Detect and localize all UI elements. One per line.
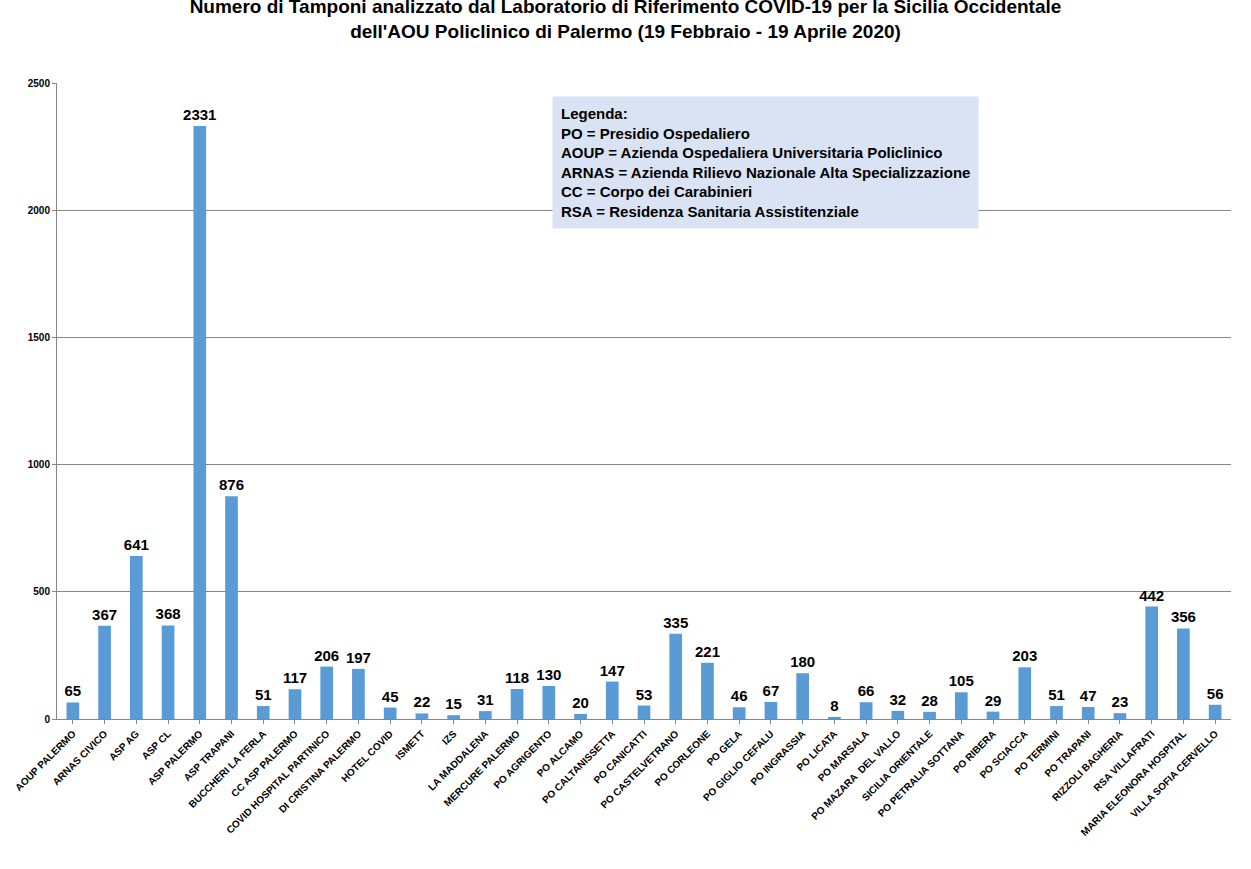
svg-text:PO CORLEONE: PO CORLEONE xyxy=(652,728,712,788)
svg-text:PO SCIACCA: PO SCIACCA xyxy=(978,728,1030,780)
svg-text:197: 197 xyxy=(346,649,371,666)
svg-text:32: 32 xyxy=(889,691,906,708)
svg-text:Numero di Tamponi analizzato d: Numero di Tamponi analizzato dal Laborat… xyxy=(190,0,1062,42)
svg-text:PO CASTELVETRANO: PO CASTELVETRANO xyxy=(598,728,680,810)
svg-text:ISMETT: ISMETT xyxy=(393,728,427,762)
svg-text:66: 66 xyxy=(858,682,875,699)
svg-text:MARIA ELEONORA HOSPITAL: MARIA ELEONORA HOSPITAL xyxy=(1079,728,1189,838)
svg-text:PO RIBERA: PO RIBERA xyxy=(951,728,998,775)
svg-text:221: 221 xyxy=(695,643,720,660)
svg-text:BUCCHERI LA FERLA: BUCCHERI LA FERLA xyxy=(186,728,268,810)
svg-text:20: 20 xyxy=(572,694,589,711)
svg-text:PO PETRALIA SOTTANA: PO PETRALIA SOTTANA xyxy=(876,728,967,819)
svg-text:AOUP PALERMO: AOUP PALERMO xyxy=(13,728,78,793)
svg-text:876: 876 xyxy=(219,476,244,493)
svg-text:PO TERMINI: PO TERMINI xyxy=(1012,728,1061,777)
svg-text:SICILIA ORIENTALE: SICILIA ORIENTALE xyxy=(860,728,935,803)
svg-text:PO MARSALA: PO MARSALA xyxy=(816,728,871,783)
svg-text:15: 15 xyxy=(445,695,462,712)
svg-text:ASP TRAPANI: ASP TRAPANI xyxy=(181,728,236,783)
svg-text:PO ALCAMO: PO ALCAMO xyxy=(535,728,586,779)
svg-text:500: 500 xyxy=(33,586,50,597)
svg-text:368: 368 xyxy=(156,605,181,622)
svg-text:206: 206 xyxy=(314,647,339,664)
svg-text:130: 130 xyxy=(536,666,561,683)
svg-text:LA MADDALENA: LA MADDALENA xyxy=(426,728,490,792)
svg-text:180: 180 xyxy=(790,653,815,670)
svg-text:PO MAZARA DEL VALLO: PO MAZARA DEL VALLO xyxy=(809,728,903,822)
svg-text:ASP PALERMO: ASP PALERMO xyxy=(146,728,205,787)
svg-text:2000: 2000 xyxy=(28,205,51,216)
svg-text:PO CALTANISSETTA: PO CALTANISSETTA xyxy=(540,728,617,805)
svg-text:PO CANICATTI: PO CANICATTI xyxy=(591,728,649,786)
svg-text:53: 53 xyxy=(636,686,653,703)
svg-text:117: 117 xyxy=(283,669,307,686)
svg-text:PO AGRIGENTO: PO AGRIGENTO xyxy=(491,728,554,791)
svg-text:51: 51 xyxy=(1048,686,1065,703)
svg-text:56: 56 xyxy=(1207,685,1224,702)
svg-text:IZS: IZS xyxy=(440,728,459,747)
svg-text:47: 47 xyxy=(1080,687,1097,704)
svg-text:PO TRAPANI: PO TRAPANI xyxy=(1042,728,1093,779)
svg-text:22: 22 xyxy=(414,693,431,710)
svg-text:203: 203 xyxy=(1012,647,1037,664)
svg-text:8: 8 xyxy=(830,697,838,714)
svg-text:CC ASP PALERMO: CC ASP PALERMO xyxy=(229,728,300,799)
svg-text:PO GELA: PO GELA xyxy=(705,728,745,768)
svg-text:23: 23 xyxy=(1112,693,1129,710)
svg-text:DI CRISTINA PALERMO: DI CRISTINA PALERMO xyxy=(277,728,364,815)
svg-text:28: 28 xyxy=(921,692,938,709)
svg-text:COVID HOSPITAL PARTINICO: COVID HOSPITAL PARTINICO xyxy=(224,728,332,836)
svg-text:ASP CL: ASP CL xyxy=(139,728,173,762)
svg-text:PO GIGLIO CEFALU: PO GIGLIO CEFALU xyxy=(701,728,776,803)
svg-text:RSA VILLAFRATI: RSA VILLAFRATI xyxy=(1091,728,1156,793)
svg-text:ARNAS CIVICO: ARNAS CIVICO xyxy=(50,728,109,787)
svg-text:335: 335 xyxy=(663,614,688,631)
svg-text:HOTEL COVID: HOTEL COVID xyxy=(339,728,395,784)
svg-text:31: 31 xyxy=(477,691,494,708)
svg-text:105: 105 xyxy=(949,672,974,689)
svg-text:1500: 1500 xyxy=(28,332,51,343)
svg-text:PO LICATA: PO LICATA xyxy=(794,728,839,773)
svg-text:VILLA SOFIA CERVELLO: VILLA SOFIA CERVELLO xyxy=(1128,728,1220,820)
svg-text:1000: 1000 xyxy=(28,459,51,470)
svg-text:0: 0 xyxy=(44,714,50,725)
svg-text:442: 442 xyxy=(1139,587,1164,604)
svg-text:367: 367 xyxy=(92,606,117,623)
svg-text:2500: 2500 xyxy=(28,78,51,89)
svg-text:ASP AG: ASP AG xyxy=(107,728,142,763)
svg-text:RIZZOLI BAGHERIA: RIZZOLI BAGHERIA xyxy=(1050,728,1125,803)
svg-text:147: 147 xyxy=(600,662,625,679)
svg-text:29: 29 xyxy=(985,692,1002,709)
svg-text:2331: 2331 xyxy=(183,106,216,123)
svg-text:51: 51 xyxy=(255,686,272,703)
svg-text:356: 356 xyxy=(1171,608,1196,625)
svg-text:MERCURE PALERMO: MERCURE PALERMO xyxy=(442,728,522,808)
svg-text:Legenda:PO = Presidio Ospedali: Legenda:PO = Presidio OspedalieroAOUP = … xyxy=(561,105,970,220)
svg-text:118: 118 xyxy=(505,669,529,686)
svg-text:45: 45 xyxy=(382,688,399,705)
svg-text:46: 46 xyxy=(731,687,748,704)
svg-text:65: 65 xyxy=(65,682,82,699)
svg-text:67: 67 xyxy=(763,682,780,699)
svg-text:PO INGRASSIA: PO INGRASSIA xyxy=(748,728,807,787)
svg-text:641: 641 xyxy=(124,536,149,553)
